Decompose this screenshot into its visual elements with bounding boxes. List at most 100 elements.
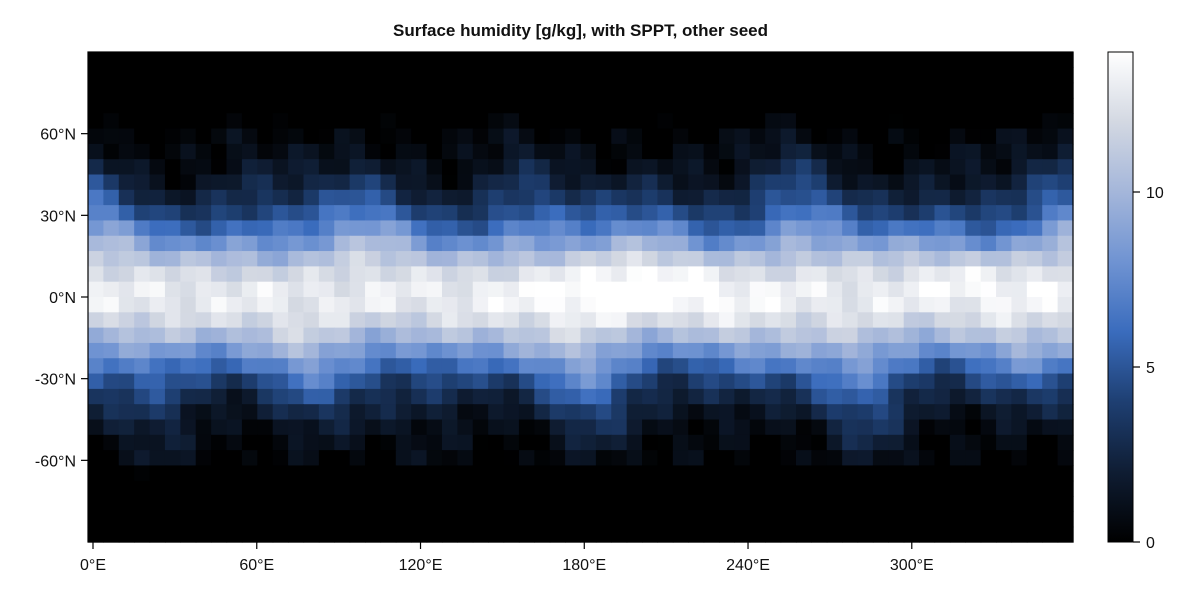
- heatmap-cell: [257, 419, 274, 436]
- heatmap-cell: [395, 434, 412, 451]
- heatmap-cell: [965, 526, 982, 543]
- heatmap-cell: [580, 526, 597, 543]
- heatmap-cell: [134, 358, 151, 375]
- heatmap-cell: [749, 67, 766, 84]
- heatmap-cell: [919, 97, 936, 114]
- heatmap-cell: [118, 373, 135, 390]
- heatmap-cell: [857, 450, 874, 467]
- heatmap-cell: [734, 174, 751, 191]
- heatmap-cell: [149, 434, 166, 451]
- heatmap-cell: [226, 251, 243, 267]
- heatmap-cell: [980, 404, 997, 421]
- heatmap-cell: [811, 67, 828, 84]
- heatmap-cell: [241, 297, 258, 313]
- heatmap-cell: [734, 312, 751, 329]
- heatmap-cell: [872, 143, 889, 160]
- heatmap-cell: [380, 82, 397, 99]
- heatmap-cell: [996, 480, 1013, 497]
- heatmap-cell: [549, 128, 566, 145]
- heatmap-cell: [657, 82, 674, 99]
- heatmap-cell: [872, 281, 889, 298]
- heatmap-cell: [857, 128, 874, 145]
- heatmap-cell: [411, 251, 428, 267]
- heatmap-cell: [934, 67, 951, 84]
- heatmap-cell: [426, 113, 443, 130]
- heatmap-cell: [318, 342, 335, 359]
- heatmap-cell: [241, 189, 258, 206]
- heatmap-cell: [380, 205, 397, 222]
- heatmap-cell: [595, 266, 612, 283]
- heatmap-cell: [149, 388, 166, 405]
- heatmap-cell: [642, 189, 659, 206]
- x-tick-label: 300°E: [890, 557, 934, 574]
- heatmap-cell: [980, 342, 997, 359]
- heatmap-cell: [1057, 205, 1074, 222]
- heatmap-cell: [872, 419, 889, 436]
- heatmap-cell: [1042, 143, 1059, 160]
- heatmap-cell: [334, 205, 351, 222]
- heatmap-cell: [441, 205, 458, 222]
- heatmap-cell: [180, 388, 197, 405]
- heatmap-cell: [226, 235, 243, 252]
- heatmap-cell: [688, 358, 705, 375]
- heatmap-cell: [765, 388, 782, 405]
- heatmap-cell: [303, 312, 320, 329]
- heatmap-cell: [688, 97, 705, 114]
- heatmap-cell: [457, 266, 474, 283]
- heatmap-cell: [980, 388, 997, 405]
- heatmap-cell: [965, 373, 982, 390]
- heatmap-cell: [149, 281, 166, 298]
- heatmap-cell: [426, 526, 443, 543]
- heatmap-cell: [318, 143, 335, 160]
- heatmap-cell: [703, 450, 720, 467]
- heatmap-cell: [503, 174, 520, 191]
- heatmap-cell: [534, 342, 551, 359]
- heatmap-cell: [365, 235, 382, 252]
- heatmap-cell: [595, 128, 612, 145]
- heatmap-cell: [580, 358, 597, 375]
- heatmap-cell: [134, 67, 151, 84]
- heatmap-cell: [518, 297, 535, 313]
- heatmap-cell: [611, 97, 628, 114]
- heatmap-cell: [164, 358, 181, 375]
- heatmap-cell: [703, 266, 720, 283]
- heatmap-cell: [826, 251, 843, 267]
- heatmap-cell: [688, 189, 705, 206]
- heatmap-cell: [765, 189, 782, 206]
- heatmap-cell: [734, 235, 751, 252]
- heatmap-cell: [688, 67, 705, 84]
- heatmap-cell: [426, 143, 443, 160]
- heatmap-cell: [1011, 312, 1028, 329]
- heatmap-cell: [118, 205, 135, 222]
- heatmap-cell: [318, 297, 335, 313]
- heatmap-cell: [903, 67, 920, 84]
- heatmap-cell: [134, 496, 151, 512]
- heatmap-cell: [395, 220, 412, 237]
- heatmap-cell: [518, 251, 535, 267]
- heatmap-cell: [842, 220, 859, 237]
- heatmap-cell: [426, 388, 443, 405]
- heatmap-cell: [811, 266, 828, 283]
- heatmap-cell: [226, 496, 243, 512]
- heatmap-cell: [934, 388, 951, 405]
- heatmap-cell: [903, 450, 920, 467]
- heatmap-cell: [996, 388, 1013, 405]
- heatmap-cell: [595, 526, 612, 543]
- heatmap-cell: [488, 526, 505, 543]
- heatmap-cell: [149, 251, 166, 267]
- heatmap-cell: [642, 52, 659, 68]
- heatmap-cell: [719, 67, 736, 84]
- heatmap-cell: [1011, 526, 1028, 543]
- heatmap-cell: [672, 312, 689, 329]
- heatmap-cell: [734, 388, 751, 405]
- heatmap-cell: [872, 266, 889, 283]
- heatmap-cell: [318, 419, 335, 436]
- heatmap-cell: [149, 220, 166, 237]
- heatmap-cell: [719, 327, 736, 344]
- heatmap-cell: [349, 174, 366, 191]
- heatmap-cell: [888, 404, 905, 421]
- heatmap-cell: [303, 281, 320, 298]
- heatmap-cell: [980, 159, 997, 176]
- heatmap-cell: [703, 496, 720, 512]
- heatmap-cell: [195, 235, 212, 252]
